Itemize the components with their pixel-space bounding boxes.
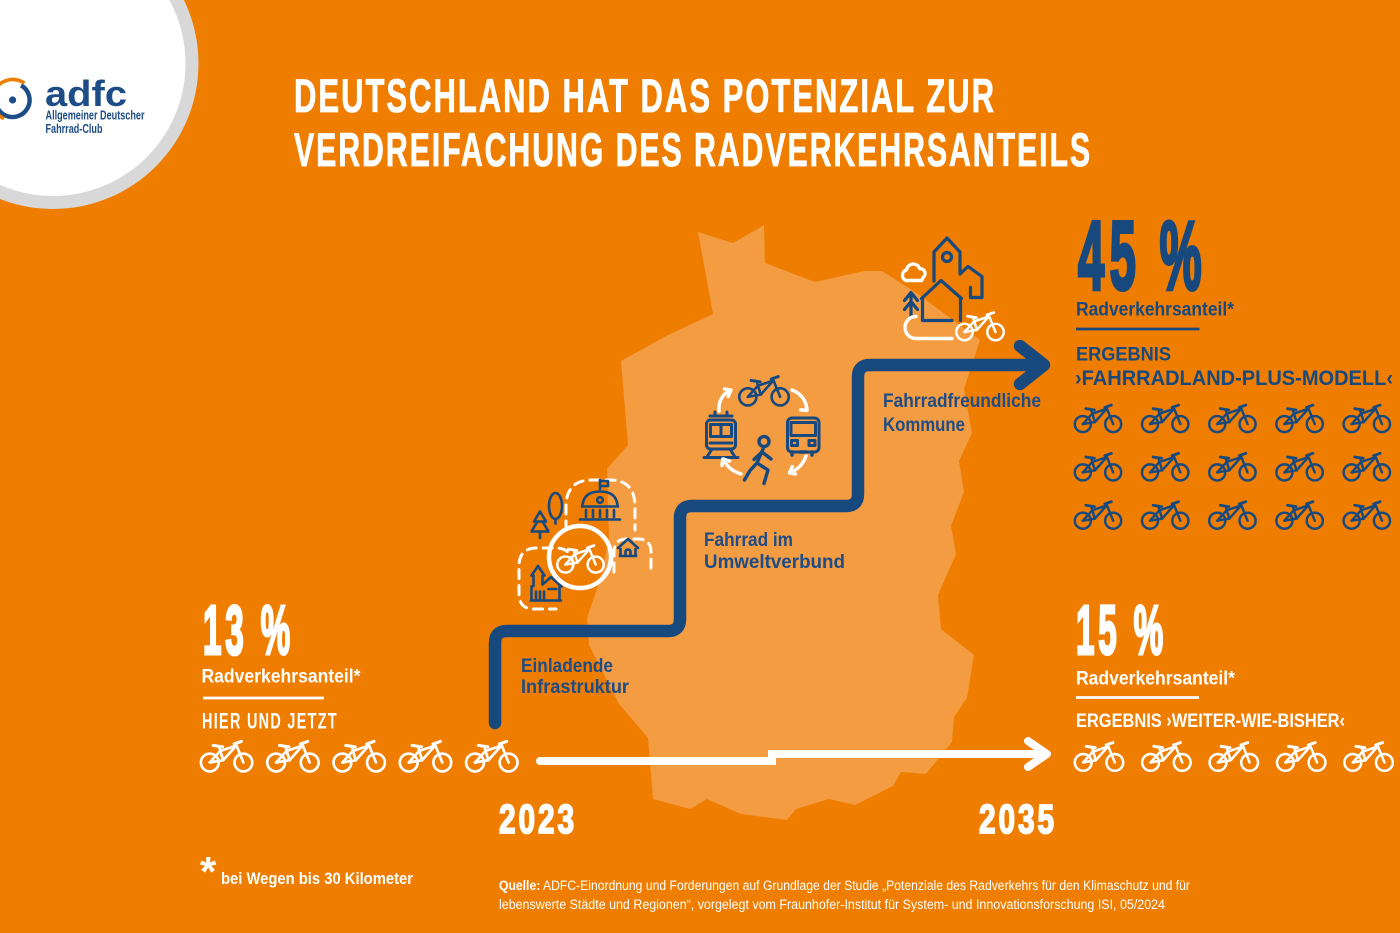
svg-text:Allgemeiner Deutscher: Allgemeiner Deutscher (46, 108, 145, 123)
svg-text:*: * (200, 848, 217, 895)
svg-text:Fahrrad im: Fahrrad im (704, 529, 793, 551)
svg-text:45 %: 45 % (1078, 201, 1207, 310)
svg-text:Einladende: Einladende (521, 655, 613, 677)
svg-text:adfc: adfc (45, 73, 127, 114)
svg-text:ERGEBNIS: ERGEBNIS (1076, 344, 1171, 366)
svg-text:ERGEBNIS ›WEITER-WIE-BISHER‹: ERGEBNIS ›WEITER-WIE-BISHER‹ (1076, 711, 1345, 732)
svg-text:lebenswerte Städte und Regione: lebenswerte Städte und Regionen“, vorgel… (499, 897, 1166, 912)
svg-text:15 %: 15 % (1076, 591, 1167, 669)
svg-text:Infrastruktur: Infrastruktur (521, 676, 629, 698)
svg-text:Quelle: ADFC-Einordnung und Fo: Quelle: ADFC-Einordnung und Forderungen … (499, 878, 1190, 893)
svg-text:Fahrradfreundliche: Fahrradfreundliche (883, 390, 1041, 412)
svg-text:Umweltverbund: Umweltverbund (704, 551, 845, 573)
svg-text:›FAHRRADLAND-PLUS-MODELL‹: ›FAHRRADLAND-PLUS-MODELL‹ (1075, 367, 1393, 390)
svg-text:Radverkehrsanteil*: Radverkehrsanteil* (1076, 299, 1234, 321)
svg-text:VERDREIFACHUNG DES RADVERKEHRS: VERDREIFACHUNG DES RADVERKEHRSANTEILS (294, 123, 1092, 176)
svg-text:2035: 2035 (979, 796, 1057, 842)
svg-text:DEUTSCHLAND HAT DAS POTENZIAL: DEUTSCHLAND HAT DAS POTENZIAL ZUR (294, 69, 996, 122)
svg-text:Radverkehrsanteil*: Radverkehrsanteil* (1076, 668, 1235, 690)
svg-text:2023: 2023 (499, 796, 577, 842)
svg-text:bei Wegen bis 30 Kilometer: bei Wegen bis 30 Kilometer (221, 869, 413, 888)
svg-text:HIER UND JETZT: HIER UND JETZT (202, 709, 338, 734)
svg-text:13 %: 13 % (203, 591, 294, 669)
svg-text:Radverkehrsanteil*: Radverkehrsanteil* (202, 666, 361, 688)
svg-text:Fahrrad-Club: Fahrrad-Club (46, 121, 103, 136)
svg-text:Kommune: Kommune (883, 414, 965, 436)
